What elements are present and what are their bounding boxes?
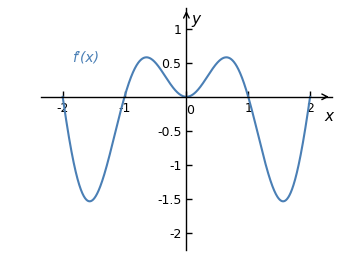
- Text: x: x: [324, 109, 333, 124]
- Text: f′(x): f′(x): [72, 50, 99, 64]
- Text: y: y: [191, 12, 200, 27]
